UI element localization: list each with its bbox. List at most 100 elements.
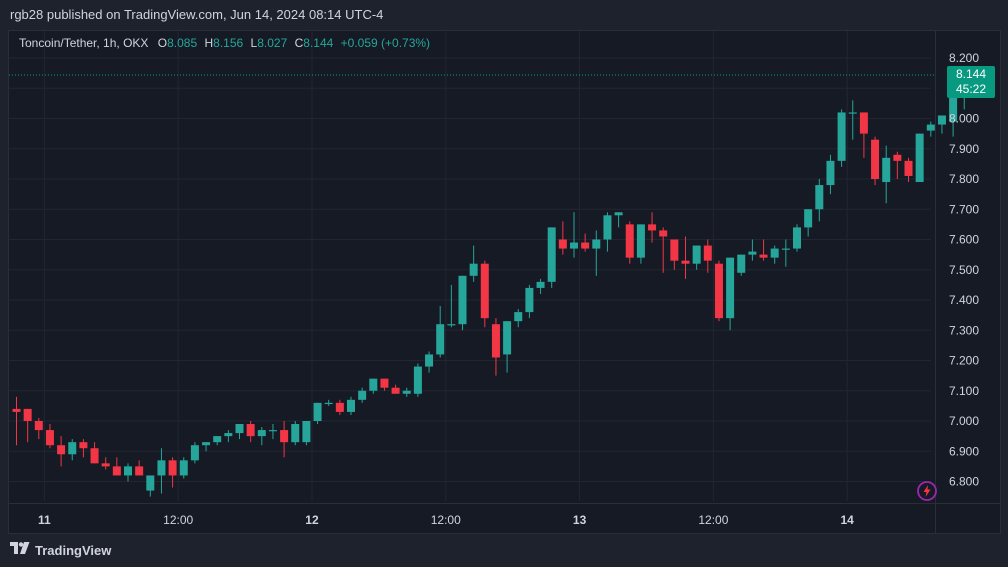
candle[interactable] (90, 442, 99, 464)
candle[interactable] (436, 306, 445, 358)
candle-body (804, 209, 813, 228)
candle[interactable] (737, 254, 746, 276)
candle[interactable] (369, 378, 378, 394)
candle[interactable] (12, 396, 21, 446)
candle[interactable] (748, 239, 757, 261)
candle[interactable] (101, 457, 110, 470)
candle[interactable] (681, 236, 690, 279)
candle[interactable] (68, 439, 77, 461)
candle[interactable] (335, 399, 344, 415)
candle[interactable] (246, 421, 255, 443)
candle[interactable] (257, 427, 266, 446)
candle[interactable] (324, 399, 333, 406)
candle[interactable] (425, 351, 434, 373)
candle-body (90, 448, 99, 464)
symbol-legend[interactable]: Toncoin/Tether, 1h, OKX O8.085 H8.156 L8… (19, 36, 430, 50)
candle[interactable] (793, 224, 801, 252)
candle[interactable] (79, 439, 88, 458)
candle[interactable] (547, 227, 556, 288)
candle[interactable] (57, 436, 66, 467)
candle[interactable] (859, 112, 868, 158)
candle[interactable] (202, 442, 211, 452)
candle-body (235, 424, 244, 434)
candle[interactable] (714, 260, 723, 322)
candle[interactable] (402, 387, 411, 397)
candle[interactable] (124, 463, 132, 482)
candle[interactable] (592, 230, 601, 276)
candle[interactable] (235, 424, 244, 440)
candle[interactable] (904, 157, 913, 183)
candle[interactable] (347, 396, 355, 415)
candle-body (224, 433, 233, 437)
candle[interactable] (213, 436, 222, 446)
footer-brand[interactable]: TradingView (35, 542, 112, 558)
candle[interactable] (525, 284, 534, 319)
candle[interactable] (480, 260, 489, 328)
candle[interactable] (536, 278, 545, 294)
candle[interactable] (391, 384, 400, 394)
candle[interactable] (224, 430, 233, 443)
candle[interactable] (157, 448, 166, 494)
candle[interactable] (759, 239, 768, 261)
candle[interactable] (648, 212, 657, 243)
lightning-bolt-icon[interactable] (916, 480, 938, 502)
candle[interactable] (146, 475, 155, 497)
candle[interactable] (45, 424, 54, 449)
change-value: +0.059 (+0.73%) (340, 36, 431, 50)
candle[interactable] (848, 100, 857, 140)
candle-body (402, 390, 411, 394)
candle[interactable] (458, 275, 467, 331)
candle[interactable] (804, 209, 813, 237)
candlestick-chart[interactable]: 8.2008.1008.0007.9007.8007.7007.6007.500… (9, 31, 1000, 533)
candle[interactable] (581, 233, 590, 252)
candle[interactable] (280, 421, 289, 458)
candle[interactable] (302, 421, 311, 446)
candle[interactable] (268, 424, 277, 440)
candle[interactable] (659, 227, 668, 273)
candle[interactable] (190, 442, 199, 464)
candle[interactable] (23, 408, 32, 443)
candle[interactable] (625, 221, 634, 264)
candle[interactable] (570, 212, 578, 258)
candle[interactable] (826, 154, 835, 195)
candle[interactable] (413, 363, 422, 397)
candle[interactable] (926, 121, 935, 137)
candle-body (815, 185, 824, 210)
candle[interactable] (703, 239, 712, 273)
candle[interactable] (871, 136, 880, 186)
candle[interactable] (313, 402, 322, 425)
candle[interactable] (514, 309, 523, 328)
candle[interactable] (837, 109, 846, 167)
chart-panel[interactable]: 8.2008.1008.0007.9007.8007.7007.6007.500… (8, 30, 1001, 534)
candle[interactable] (469, 245, 478, 282)
candle[interactable] (34, 417, 43, 440)
candle[interactable] (503, 321, 512, 373)
tradingview-logo-icon[interactable] (10, 541, 30, 559)
candle-body (882, 157, 891, 183)
candle[interactable] (112, 457, 121, 476)
candle[interactable] (491, 318, 500, 376)
candle-body (45, 430, 54, 446)
candle[interactable] (692, 245, 701, 270)
candle[interactable] (291, 421, 300, 446)
candle[interactable] (135, 460, 144, 476)
candle[interactable] (937, 115, 946, 134)
candle[interactable] (815, 179, 824, 222)
candle[interactable] (915, 133, 924, 183)
candle[interactable] (558, 221, 567, 255)
candle[interactable] (614, 212, 623, 228)
candle[interactable] (168, 457, 177, 488)
candle[interactable] (447, 284, 456, 328)
candle[interactable] (636, 224, 645, 264)
candle[interactable] (603, 212, 612, 252)
candle[interactable] (770, 245, 779, 264)
candle[interactable] (781, 239, 790, 267)
candle[interactable] (893, 151, 902, 179)
candle[interactable] (358, 387, 367, 403)
candle[interactable] (380, 378, 389, 391)
candle[interactable] (179, 457, 188, 479)
candle[interactable] (882, 145, 891, 204)
symbol-title[interactable]: Toncoin/Tether, 1h, OKX (19, 36, 149, 50)
candle[interactable] (726, 257, 735, 331)
candle[interactable] (670, 239, 679, 270)
